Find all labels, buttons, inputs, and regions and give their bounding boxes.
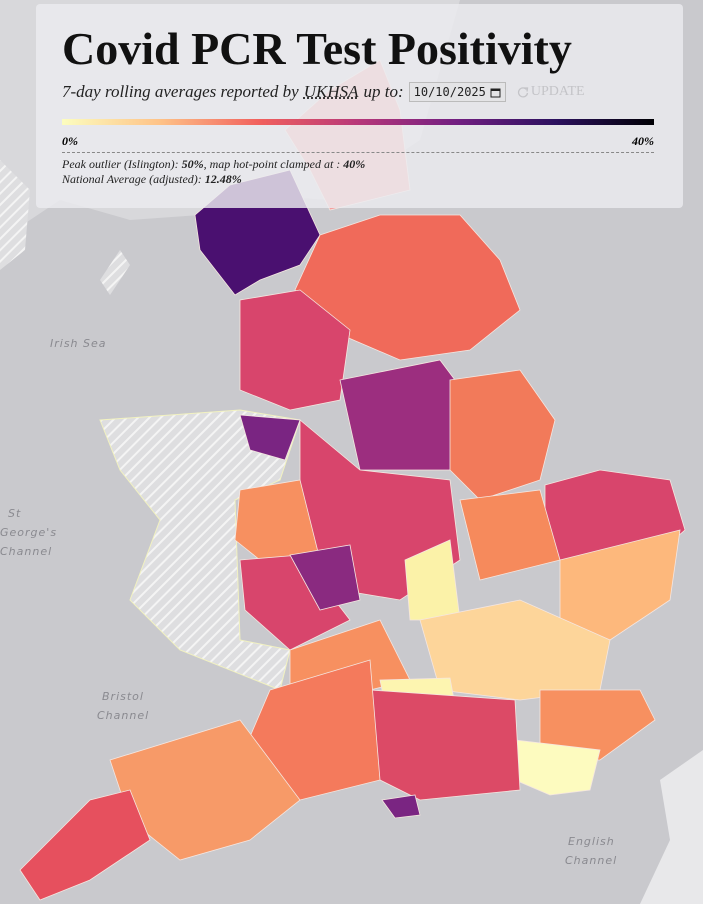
button-label: UPDATE (530, 84, 585, 99)
source-link[interactable]: UKHSA (303, 82, 359, 101)
region (381, 794, 421, 819)
title: Covid PCR Test Positivity (62, 23, 572, 74)
region (289, 544, 361, 611)
note-value: 12.48% (204, 172, 242, 186)
color-scale (62, 119, 654, 125)
subtitle-text: up to: (363, 82, 404, 101)
sea-label: Irish Sea (50, 337, 107, 350)
subtitle: 7-day rolling averages reported by UKHSA… (62, 82, 585, 102)
region (559, 529, 681, 641)
note: National Average (adjusted): 12.48% (62, 172, 242, 187)
france (640, 750, 703, 904)
date-input[interactable]: 10/10/2025 (408, 82, 506, 102)
legend-min: 0% (62, 134, 78, 148)
date-value: 10/10/2025 (413, 85, 486, 99)
divider (62, 152, 654, 153)
sea-label: Channel (0, 545, 52, 558)
note: Peak outlier (Islington): 50%, map hot-p… (62, 157, 365, 172)
region (514, 739, 601, 796)
region (359, 689, 521, 801)
note-value: 40% (343, 157, 366, 171)
sea-label: Channel (565, 854, 617, 867)
refresh-icon (517, 87, 529, 98)
subtitle-text: 7-day rolling averages reported by (62, 82, 299, 101)
update-button[interactable]: UPDATE (517, 84, 585, 100)
note-value: 50% (181, 157, 204, 171)
note-label: National Average (adjusted): (62, 172, 202, 186)
isle-of-man (100, 250, 130, 295)
region (19, 789, 151, 901)
sea-label: Channel (97, 709, 149, 722)
sea-label: English (568, 835, 615, 848)
region (239, 289, 351, 411)
calendar-icon (490, 88, 501, 97)
region (239, 414, 301, 461)
note-label: Peak outlier (Islington): (62, 157, 179, 171)
note-label: , map hot-point clamped at : (203, 157, 341, 171)
control-panel: Covid PCR Test Positivity 7-day rolling … (36, 4, 683, 208)
region (459, 489, 561, 581)
legend-max: 40% (632, 134, 654, 148)
sea-label: Bristol (102, 690, 144, 703)
ireland (0, 160, 30, 270)
regions (19, 59, 686, 901)
sea-label: St (8, 507, 21, 520)
region (449, 369, 556, 501)
sea-label: George's (0, 526, 57, 539)
